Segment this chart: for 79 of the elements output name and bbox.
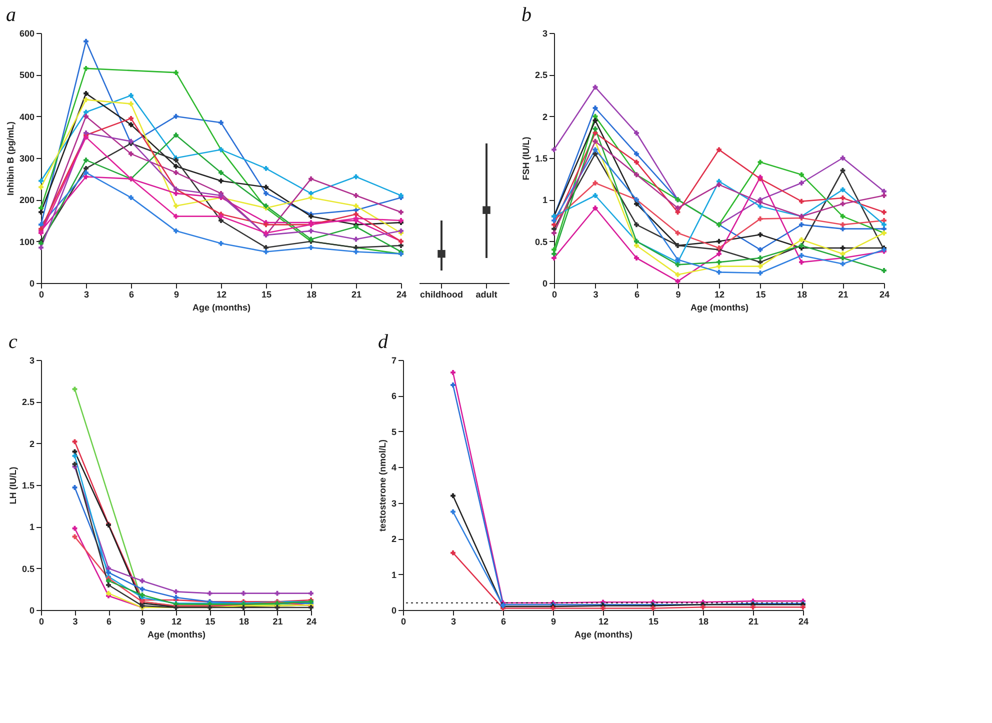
x-tick-label: 9 xyxy=(550,616,556,626)
x-tick-label: 21 xyxy=(351,290,362,300)
x-tick-label: 15 xyxy=(648,616,659,626)
y-tick-label: 0 xyxy=(29,278,34,288)
x-tick-label: 9 xyxy=(140,616,146,626)
x-tick-label: 18 xyxy=(698,616,709,626)
x-axis-title: Age (months) xyxy=(690,302,748,312)
y-tick-label: 1.5 xyxy=(22,480,34,490)
x-tick-label: 9 xyxy=(676,290,681,300)
x-tick-label: 21 xyxy=(272,616,283,626)
x-tick-label: 3 xyxy=(450,616,456,626)
x-tick-label: 15 xyxy=(205,616,216,626)
y-tick-label: 600 xyxy=(19,28,34,38)
x-tick-label: 6 xyxy=(500,616,506,626)
y-tick-label: 1 xyxy=(29,522,34,532)
y-tick-label: 500 xyxy=(19,70,34,80)
x-tick-label: 24 xyxy=(306,616,317,626)
x-tick-label: 6 xyxy=(634,290,640,300)
y-axis-title: LH (IU/L) xyxy=(8,466,18,504)
y-tick-label: 2 xyxy=(391,534,396,544)
x-tick-label: 12 xyxy=(598,616,609,626)
x-tick-label: 0 xyxy=(38,616,44,626)
x-tick-label: 3 xyxy=(84,290,90,300)
y-tick-label: 2 xyxy=(542,112,548,122)
y-tick-label: 100 xyxy=(19,236,34,247)
x-axis-title: Age (months) xyxy=(574,630,632,640)
x-tick-label: 9 xyxy=(174,290,180,300)
chart-title: c xyxy=(8,331,18,353)
x-axis-title: Age (months) xyxy=(148,630,206,640)
x-tick-label: 6 xyxy=(106,616,112,626)
x-tick-label: 12 xyxy=(216,290,227,300)
x-tick-label: 12 xyxy=(714,290,725,300)
y-tick-label: 6 xyxy=(391,391,396,402)
y-tick-label: 0 xyxy=(542,278,548,288)
x-tick-label: 21 xyxy=(838,290,848,300)
y-tick-label: 0.5 xyxy=(22,564,34,574)
y-tick-label: 0.5 xyxy=(534,236,548,247)
y-tick-label: 7 xyxy=(391,356,396,366)
y-tick-label: 3 xyxy=(542,28,548,38)
x-tick-label: 24 xyxy=(879,290,890,300)
x-tick-label: adult xyxy=(476,290,498,300)
x-tick-label: 0 xyxy=(38,290,44,300)
x-tick-label: 18 xyxy=(796,290,808,300)
x-tick-label: 0 xyxy=(400,616,406,626)
chart-title: b xyxy=(521,4,532,26)
y-axis-title: FSH (IU/L) xyxy=(520,136,531,180)
chart-title: a xyxy=(6,4,16,26)
y-tick-label: 3 xyxy=(391,498,396,508)
x-tick-label: 15 xyxy=(756,290,766,300)
chart-title: d xyxy=(378,331,389,353)
y-axis-title: testosterone (nmol/L) xyxy=(377,439,388,532)
x-tick-label: 12 xyxy=(171,616,182,626)
x-tick-label: 6 xyxy=(128,290,134,300)
y-tick-label: 5 xyxy=(391,426,396,437)
x-tick-label: 0 xyxy=(552,290,558,300)
x-tick-label: childhood xyxy=(420,290,463,300)
y-tick-label: 2 xyxy=(29,438,34,449)
y-tick-label: 2.5 xyxy=(534,70,548,80)
y-tick-label: 400 xyxy=(19,112,34,122)
x-tick-label: 3 xyxy=(72,616,78,626)
y-tick-label: 3 xyxy=(29,356,34,366)
y-tick-label: 1 xyxy=(391,570,396,580)
x-tick-label: 24 xyxy=(396,290,407,300)
x-tick-label: 24 xyxy=(798,616,809,626)
y-tick-label: 1.5 xyxy=(534,154,548,164)
x-axis-title: Age (months) xyxy=(192,302,250,312)
y-tick-label: 200 xyxy=(19,195,34,206)
x-tick-label: 21 xyxy=(748,616,759,626)
y-tick-label: 1 xyxy=(542,195,548,206)
y-tick-label: 0 xyxy=(29,606,34,616)
x-tick-label: 3 xyxy=(593,290,598,300)
y-tick-label: 2.5 xyxy=(22,397,34,408)
y-tick-label: 4 xyxy=(391,462,396,473)
y-axis-title: Inhibin B (pg/mL) xyxy=(5,122,16,196)
y-tick-label: 300 xyxy=(19,154,34,164)
x-tick-label: 18 xyxy=(238,616,250,626)
x-tick-label: 15 xyxy=(261,290,272,300)
x-tick-label: 18 xyxy=(306,290,317,300)
y-tick-label: 0 xyxy=(391,606,396,616)
